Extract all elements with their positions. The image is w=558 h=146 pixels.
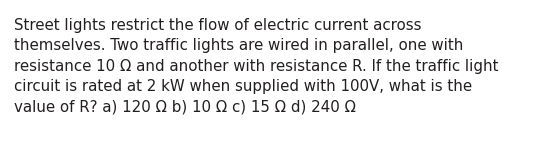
- Text: Street lights restrict the flow of electric current across
themselves. Two traff: Street lights restrict the flow of elect…: [14, 18, 498, 115]
